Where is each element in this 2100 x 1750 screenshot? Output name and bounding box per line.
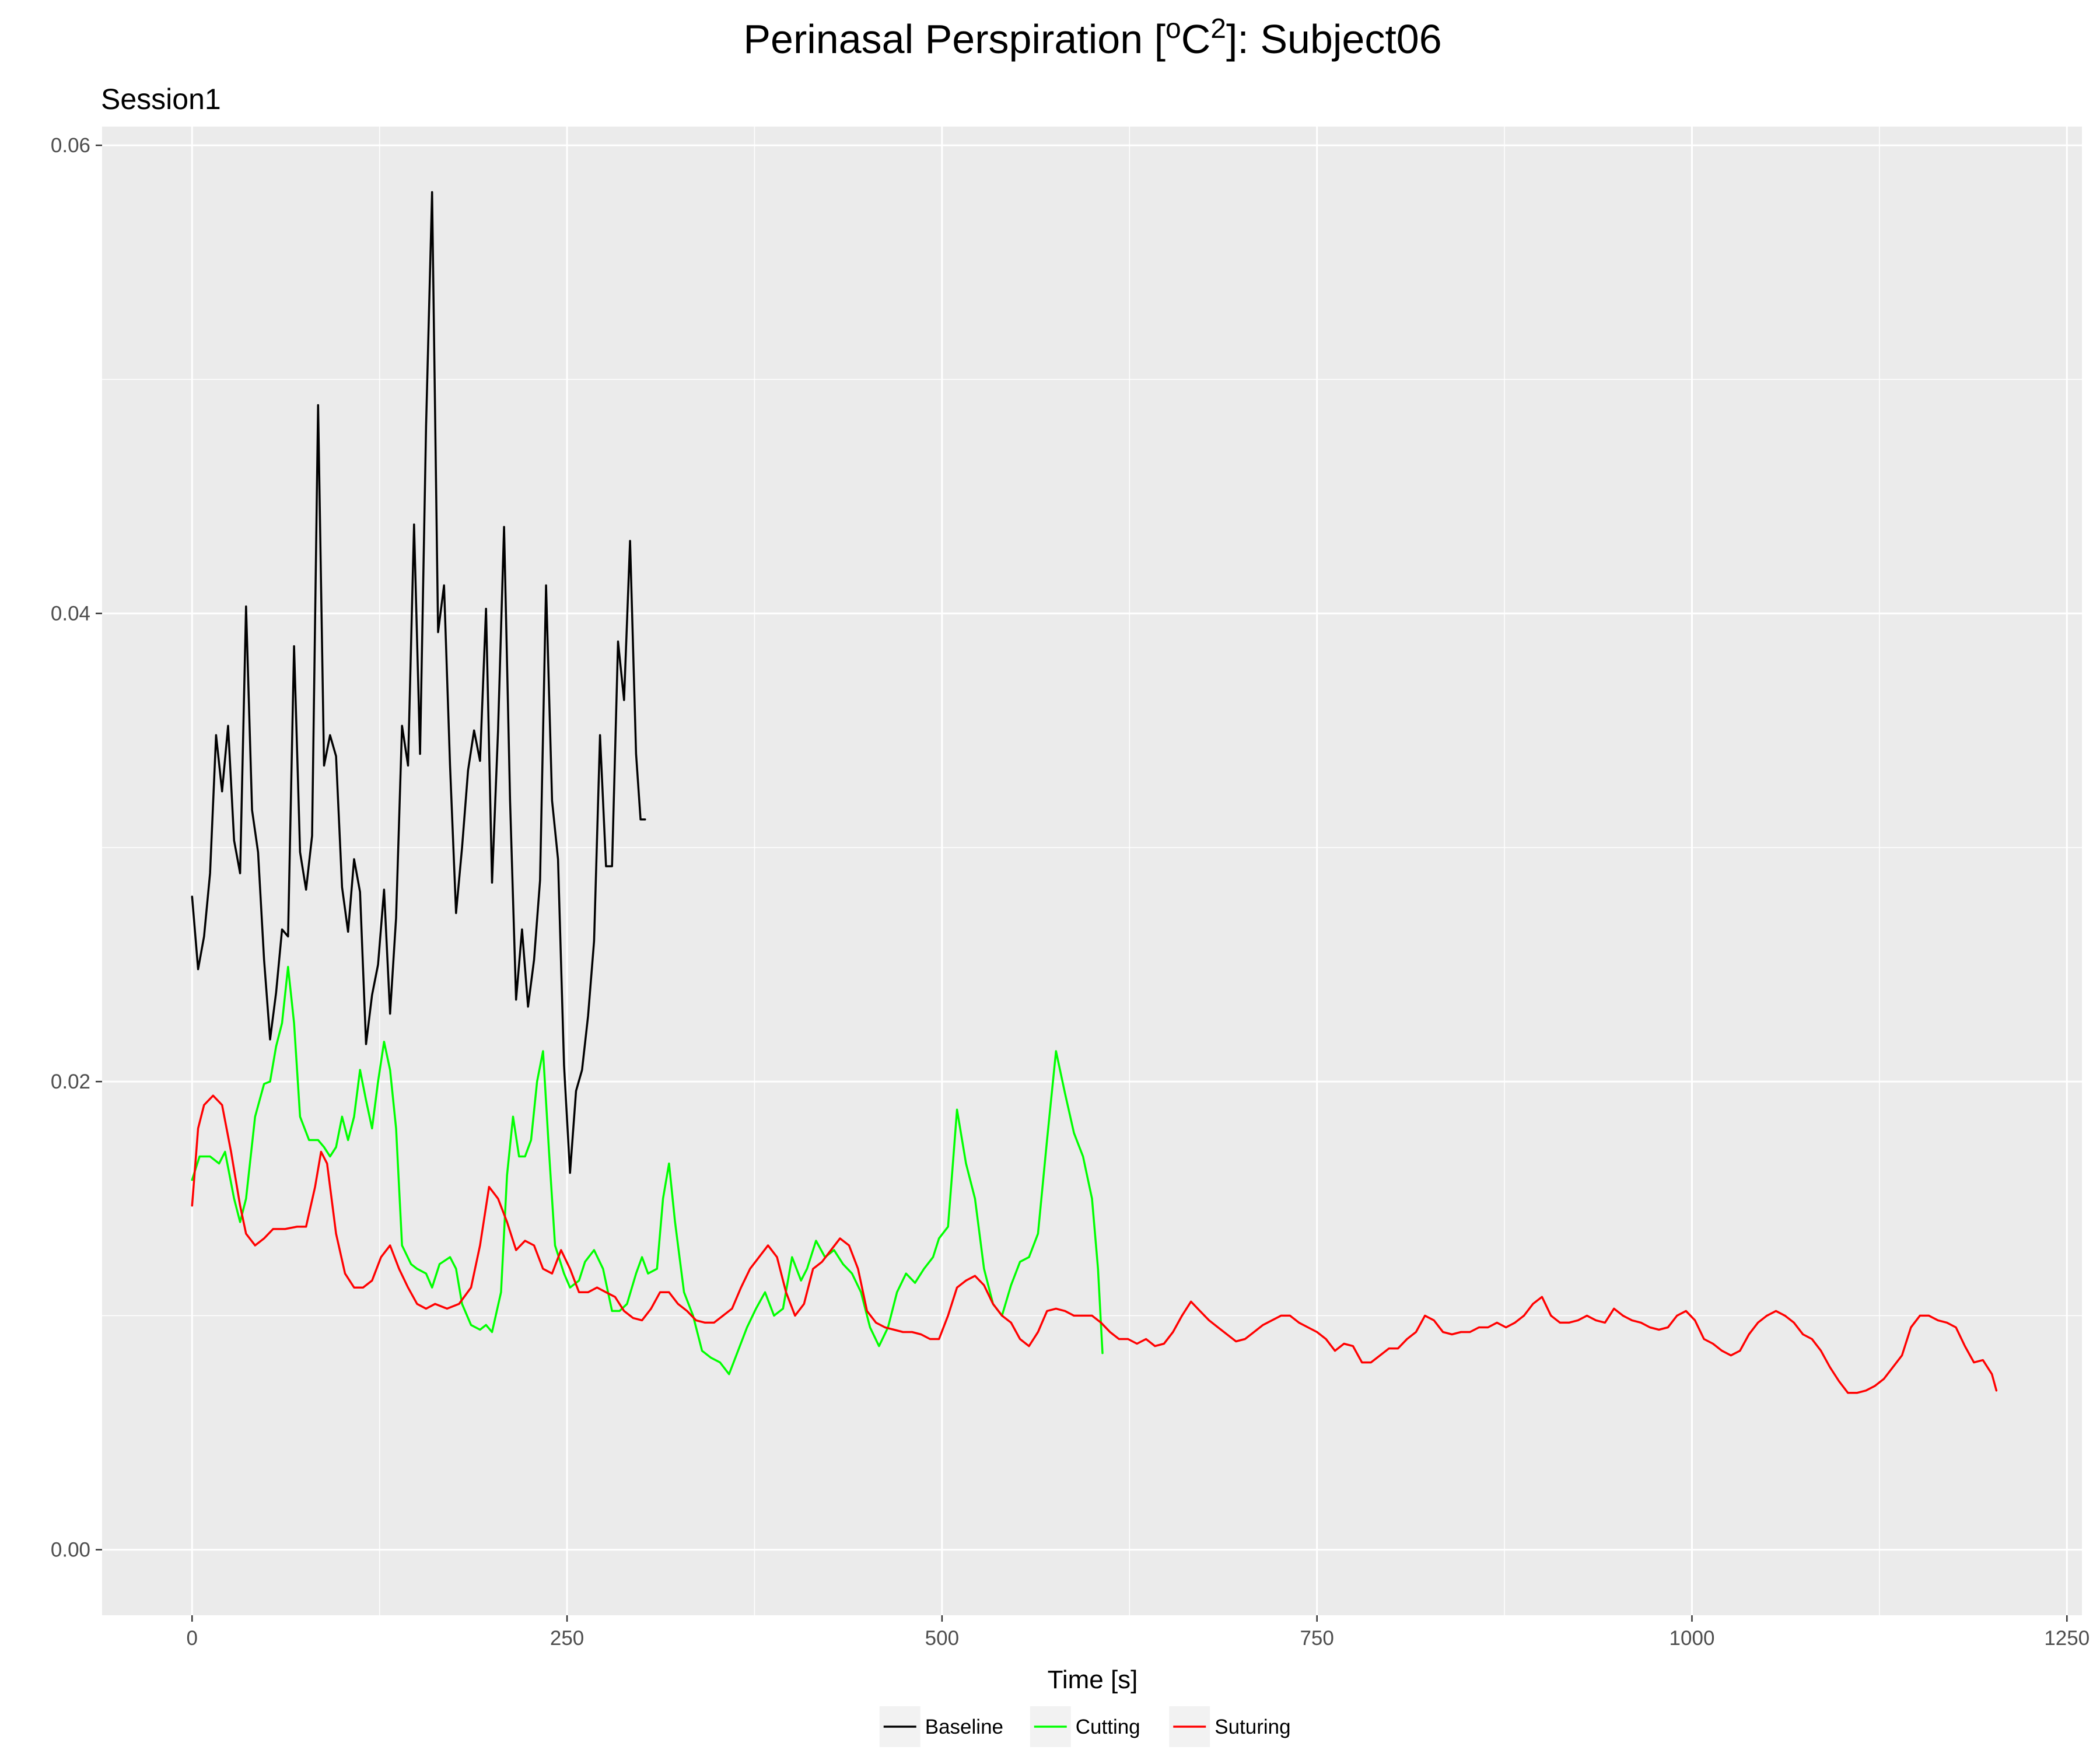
y-tick-label: 0.06 xyxy=(51,134,90,157)
legend-label: Cutting xyxy=(1076,1716,1140,1738)
y-tick-label: 0.02 xyxy=(51,1070,90,1093)
x-tick-label: 500 xyxy=(925,1627,959,1650)
grid-lines xyxy=(102,127,2082,1615)
chart-title-text: Perinasal Perspiration [ xyxy=(743,16,1166,62)
x-tick-label: 0 xyxy=(187,1627,198,1650)
x-axis-title: Time [s] xyxy=(1048,1665,1138,1694)
legend: Baseline Cutting Suturing xyxy=(879,1706,1291,1747)
chart-title-superscript-2: 2 xyxy=(1210,13,1226,44)
plot-panel xyxy=(102,127,2082,1615)
series-line-suturing xyxy=(191,1094,1998,1394)
y-axis: 0.00 0.02 0.04 0.06 xyxy=(51,134,102,1562)
chart-subtitle: Session1 xyxy=(101,83,221,116)
x-axis: 0 250 500 750 1000 1250 xyxy=(187,1615,2090,1650)
chart-title-middle: C xyxy=(1181,16,1211,62)
legend-label: Baseline xyxy=(925,1716,1003,1738)
x-tick-label: 250 xyxy=(550,1627,584,1650)
legend-item-cutting: Cutting xyxy=(1030,1706,1140,1747)
series-line-baseline xyxy=(191,191,646,1174)
y-tick-label: 0.04 xyxy=(51,603,90,625)
series-layer xyxy=(191,191,1998,1394)
legend-label: Suturing xyxy=(1214,1716,1290,1738)
chart-title: Perinasal Perspiration [oC2]: Subject06 xyxy=(743,13,1441,62)
x-tick-label: 1250 xyxy=(2044,1627,2090,1650)
chart-title-end: ]: Subject06 xyxy=(1226,16,1442,62)
legend-item-suturing: Suturing xyxy=(1169,1706,1291,1747)
x-tick-label: 1000 xyxy=(1670,1627,1715,1650)
x-tick-label: 750 xyxy=(1300,1627,1334,1650)
chart-title-superscript-1: o xyxy=(1166,13,1181,44)
series-line-cutting xyxy=(191,965,1104,1376)
legend-item-baseline: Baseline xyxy=(879,1706,1003,1747)
y-tick-label: 0.00 xyxy=(51,1539,90,1562)
